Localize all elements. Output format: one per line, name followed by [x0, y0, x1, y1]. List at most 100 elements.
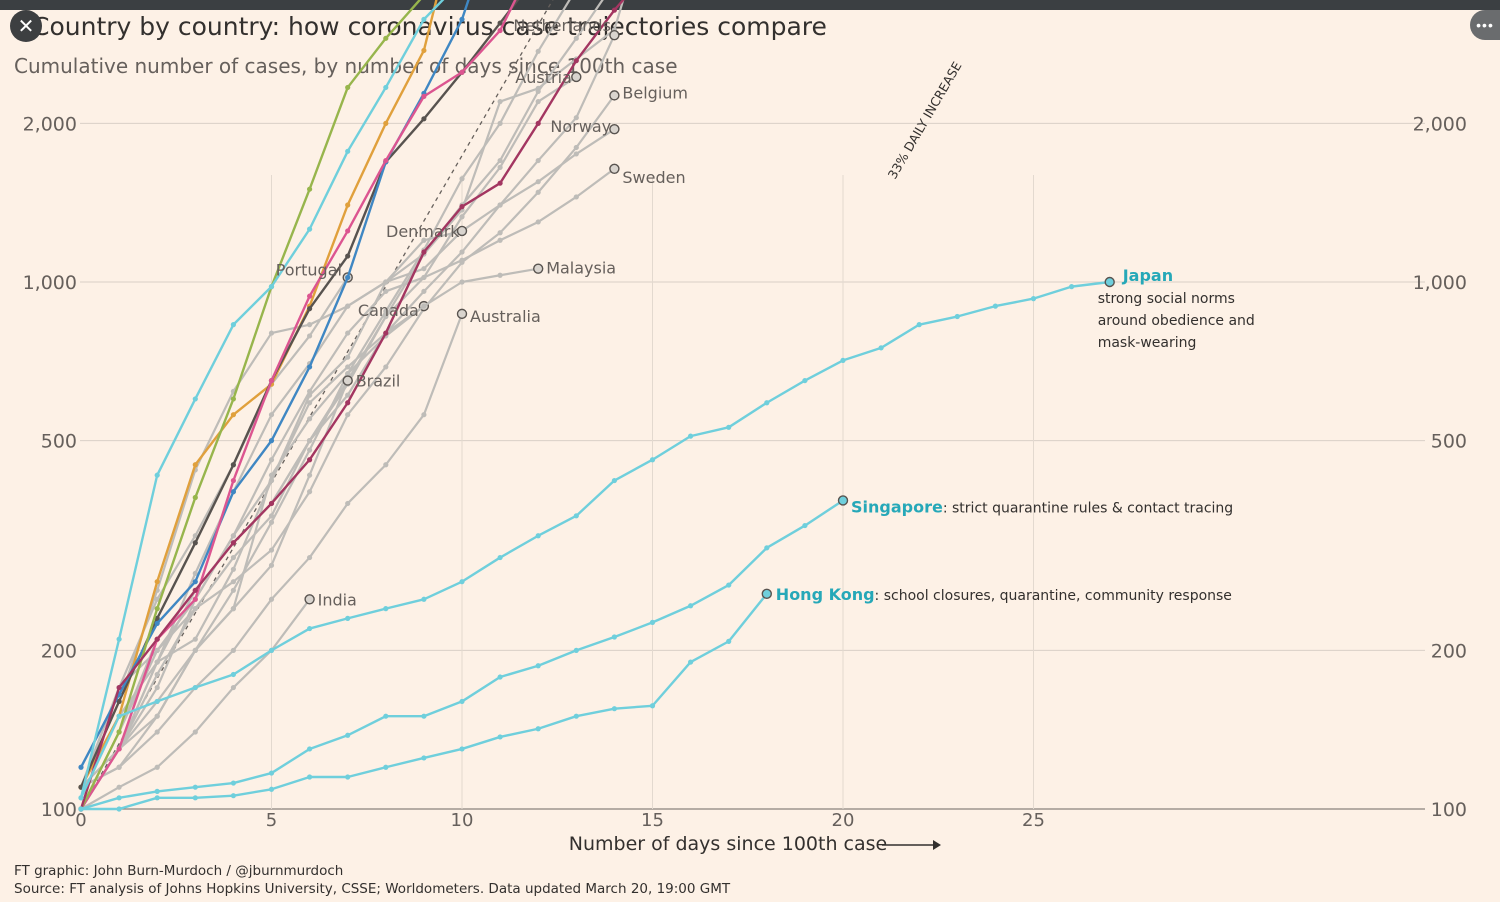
data-point-denmark — [383, 279, 389, 285]
data-point-hong-kong — [116, 806, 122, 812]
more-options-button[interactable]: ••• — [1470, 10, 1500, 40]
series-label-hong-kong: Hong Kong: school closures, quarantine, … — [776, 585, 1232, 604]
data-point-sweden — [421, 274, 427, 281]
data-point-japan — [383, 606, 389, 612]
series-line-portugal — [79, 276, 349, 788]
series-line-norway — [80, 128, 615, 788]
x-tick-label: 10 — [451, 810, 474, 831]
data-point-norway — [192, 570, 198, 576]
data-point-germany — [459, 176, 465, 182]
data-point-japan — [916, 322, 922, 328]
data-point-s-korea — [307, 226, 313, 232]
series-austria — [78, 71, 582, 812]
background-series — [78, 0, 625, 812]
data-point-norway — [609, 123, 620, 135]
series-portugal — [78, 272, 353, 790]
data-point-belgium — [307, 489, 313, 495]
series-label-norway: Norway — [550, 117, 611, 136]
data-point-germany — [268, 519, 275, 525]
data-point-france — [192, 636, 198, 642]
data-point-uk — [307, 457, 313, 463]
data-point-hong-kong — [192, 795, 198, 801]
series-singapore — [78, 495, 849, 812]
data-point-hong-kong — [459, 746, 465, 752]
data-point-uk — [230, 540, 236, 546]
data-point-us — [230, 477, 236, 484]
series-germany — [78, 0, 571, 790]
data-point-spain — [192, 579, 198, 585]
data-point-austria — [154, 671, 160, 678]
data-point-singapore — [116, 795, 122, 801]
series-label-brazil: Brazil — [356, 372, 401, 391]
series-line-china — [79, 0, 438, 788]
annotation-line: strong social norms — [1098, 291, 1235, 307]
series-line-spain — [79, 0, 470, 768]
data-point-s-korea — [383, 84, 389, 91]
highlighted-series — [78, 0, 1115, 812]
data-point-iran — [116, 729, 122, 735]
data-point-brazil — [116, 764, 122, 770]
data-point-uk — [154, 636, 160, 642]
data-point-canada — [230, 533, 236, 539]
series-line-brazil — [80, 380, 349, 789]
series-label-denmark: Denmark — [386, 222, 460, 241]
data-point-brazil — [342, 375, 353, 386]
data-point-japan — [230, 671, 236, 678]
data-point-hong-kong — [611, 706, 618, 712]
data-point-spain — [230, 489, 236, 495]
data-point-italy — [421, 116, 427, 122]
data-point-china — [230, 412, 236, 418]
data-point-austria — [459, 214, 465, 220]
series-label-austria: Austria — [515, 68, 572, 87]
data-point-singapore — [497, 674, 503, 680]
data-point-uk — [383, 330, 389, 336]
series-label-india: India — [318, 590, 357, 609]
data-point-malaysia — [497, 272, 503, 278]
y-tick-label-left: 200 — [41, 640, 77, 662]
data-point-japan — [688, 433, 694, 439]
y-tick-label-left: 500 — [41, 431, 77, 453]
data-point-switzerland — [535, 85, 541, 92]
data-point-s-korea — [154, 472, 160, 478]
data-point-uk — [611, 7, 618, 13]
data-point-belgium — [383, 364, 389, 370]
data-point-iran — [192, 494, 198, 501]
data-point-australia — [230, 647, 236, 653]
data-point-singapore — [802, 522, 808, 529]
data-point-portugal — [307, 333, 313, 339]
data-point-hong-kong — [761, 588, 772, 600]
data-point-japan — [497, 554, 503, 561]
data-point-singapore — [345, 732, 351, 738]
data-point-japan — [345, 615, 351, 621]
data-point-china — [154, 579, 160, 585]
data-point-china — [192, 462, 198, 468]
data-point-austria — [383, 313, 389, 320]
reference-line-label: 33% DAILY INCREASE — [885, 59, 965, 182]
data-point-sweden — [383, 288, 389, 294]
data-point-hong-kong — [307, 774, 313, 780]
y-tick-label-right: 1,000 — [1413, 272, 1467, 294]
series-label-portugal: Portugal — [276, 260, 342, 279]
data-point-singapore — [459, 698, 465, 705]
y-tick-label-left: 100 — [41, 799, 77, 821]
data-point-belgium — [535, 189, 541, 195]
data-point-portugal — [154, 596, 160, 602]
data-point-singapore — [307, 746, 313, 752]
data-point-netherlands — [535, 157, 541, 164]
data-point-austria — [307, 438, 313, 444]
data-point-china — [421, 47, 427, 54]
data-point-hong-kong — [649, 703, 656, 709]
data-point-sweden — [154, 647, 160, 653]
data-point-japan — [992, 303, 999, 309]
data-point-hong-kong — [154, 795, 160, 801]
data-point-hong-kong — [230, 793, 236, 799]
data-point-uk — [535, 120, 541, 126]
data-point-australia — [456, 308, 468, 320]
close-button[interactable]: ✕ — [10, 10, 42, 42]
data-point-belgium — [345, 412, 351, 418]
data-point-hong-kong — [268, 786, 275, 792]
data-point-brazil — [230, 606, 236, 612]
data-point-malaysia — [459, 279, 465, 285]
series-annotation-hong-kong: : school closures, quarantine, community… — [875, 588, 1232, 604]
data-point-japan — [726, 424, 732, 430]
